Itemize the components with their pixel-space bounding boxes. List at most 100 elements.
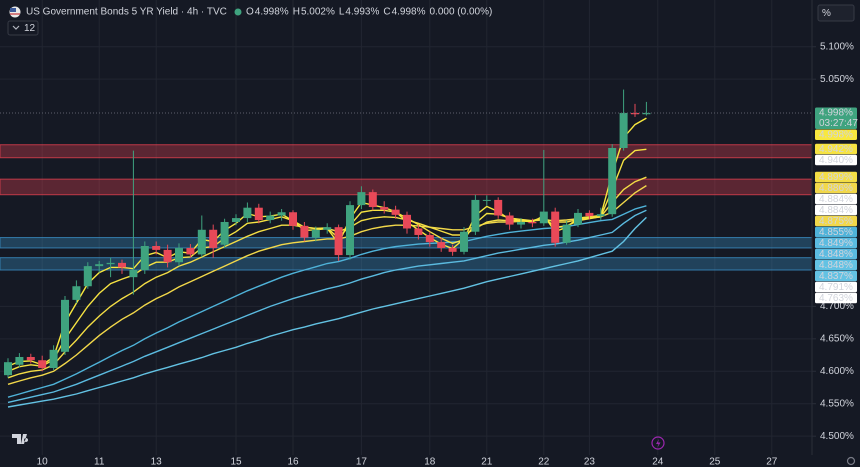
chevron <box>12 25 20 30</box>
zone <box>0 178 813 196</box>
price-label-box <box>815 107 857 129</box>
price-label-box <box>815 248 857 260</box>
price-label-box <box>815 182 857 194</box>
candle-body <box>494 199 503 216</box>
candle-body <box>254 207 263 221</box>
candle-body <box>152 245 161 250</box>
candle-body <box>460 231 468 252</box>
candle-body <box>642 112 651 115</box>
x-tick-label: 11 <box>94 457 105 467</box>
price-label: 4.849% <box>819 238 853 249</box>
candle-body <box>197 229 206 255</box>
candle-body <box>311 229 320 238</box>
price-label: 4.942% <box>819 144 853 155</box>
price-label: 4.763% <box>819 293 853 304</box>
events-icon[interactable] <box>651 436 665 450</box>
y-tick-label: 4.500% <box>820 431 854 442</box>
ohlc-key: H <box>293 7 300 18</box>
change: 0.000 (0.00%) <box>430 7 493 18</box>
price-label: 4.940% <box>819 155 853 166</box>
candle-body <box>403 214 411 229</box>
price-label: 4.884% <box>819 194 853 205</box>
price-label: 4.855% <box>819 227 853 238</box>
symbol-title: US Government Bonds 5 YR Yield · 4h · TV… <box>26 7 227 18</box>
candle-body <box>368 192 377 208</box>
logo[interactable] <box>12 434 29 444</box>
y-tick-label: 4.700% <box>820 301 854 312</box>
price-labels: 4.998%03:27:474.998%4.942%4.940%4.899%4.… <box>0 107 858 304</box>
candle-body <box>61 299 69 352</box>
price-label: 4.899% <box>819 172 853 183</box>
y-tick-label: 4.650% <box>820 333 854 344</box>
flag-canton <box>10 8 16 12</box>
x-tick-label: 21 <box>481 457 493 467</box>
price-label-box <box>815 143 857 155</box>
price-label: 4.791% <box>819 282 853 293</box>
candle-body <box>619 112 628 148</box>
settings-icon[interactable] <box>846 456 856 466</box>
candle-body <box>391 209 400 215</box>
candle-body <box>300 225 309 238</box>
candle-body <box>334 227 343 256</box>
x-tick-label: 15 <box>230 457 242 467</box>
ohlc-header: O 4.998% H 5.002% L 4.993% C 4.998% 0.000 (0.00%… <box>246 7 492 18</box>
ohlc-value: 4.993% <box>345 7 379 18</box>
axes: 5.100% 5.050% 4.700% 4.650% 4.600% 4.550% 4.50… <box>37 41 854 467</box>
candle-body <box>425 234 434 243</box>
moving-average <box>7 205 647 398</box>
moving-average <box>7 216 647 408</box>
price-label: 4.886% <box>819 183 853 194</box>
indicator-toggle[interactable] <box>7 20 39 36</box>
x-tick-label: 24 <box>652 457 664 467</box>
price-label-box <box>815 226 857 238</box>
ohlc-key: C <box>383 7 390 18</box>
x-tick-label: 25 <box>709 457 721 467</box>
candle-body <box>129 270 138 278</box>
price-label: 4.837% <box>819 271 853 282</box>
y-tick-label: 5.050% <box>820 74 854 85</box>
candle-body <box>15 356 24 365</box>
price-label: 4.884% <box>819 205 853 216</box>
candle-body <box>49 349 58 369</box>
x-tick-label: 17 <box>356 457 368 467</box>
price-label-box <box>815 154 857 166</box>
candle-body <box>380 207 389 210</box>
market-status <box>234 8 242 16</box>
x-tick-label: 18 <box>424 457 436 467</box>
candle-body <box>608 147 617 215</box>
candle-body <box>209 229 218 248</box>
ohlc-value: 5.002% <box>301 7 335 18</box>
price-label: 4.848% <box>819 249 853 260</box>
price-label: 4.998% <box>819 108 853 119</box>
candle-body <box>289 212 297 226</box>
scale-button-label: % <box>822 8 831 19</box>
candle-body <box>186 247 195 255</box>
candle-body <box>266 215 275 221</box>
x-tick-label: 23 <box>584 457 596 467</box>
price-label-box <box>815 204 857 216</box>
x-tick-label: 16 <box>287 457 299 467</box>
candle-body <box>175 247 183 263</box>
candle-body <box>4 362 12 376</box>
candle-body <box>118 262 126 268</box>
candle-body <box>539 211 548 224</box>
ohlc-key: O <box>246 7 254 18</box>
candle-body <box>448 247 457 252</box>
ohlc-value: 4.998% <box>255 7 289 18</box>
candle-body <box>528 221 537 224</box>
lightning <box>656 439 661 448</box>
candle-body <box>220 221 229 245</box>
candle-body <box>38 360 47 369</box>
y-tick-label: 4.600% <box>820 366 854 377</box>
candles <box>4 89 651 378</box>
x-tick-label: 13 <box>151 457 163 467</box>
candle-body <box>551 211 560 243</box>
candle-body <box>83 266 92 287</box>
price-label-box <box>815 270 857 282</box>
candle-body <box>26 356 35 361</box>
candle-body <box>482 199 491 201</box>
scale-button[interactable] <box>817 4 855 22</box>
price-label-box <box>815 171 857 183</box>
price-label-box <box>815 281 857 293</box>
x-tick-label: 22 <box>538 457 550 467</box>
